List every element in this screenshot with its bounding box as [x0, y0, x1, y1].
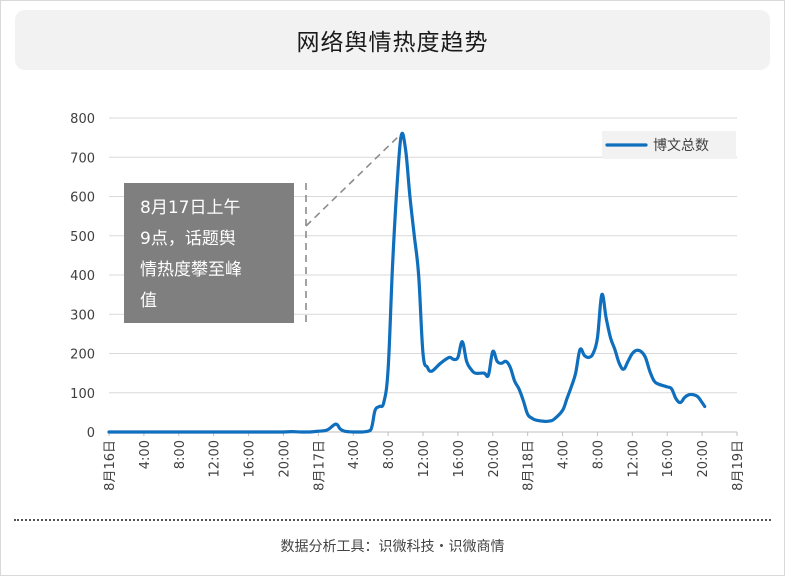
annotation-text: 8月17日上午	[140, 198, 240, 218]
y-tick-label: 600	[70, 191, 95, 206]
y-tick-label: 700	[70, 151, 95, 166]
y-tick-label: 500	[70, 230, 95, 245]
legend-label: 博文总数	[653, 137, 709, 154]
annotation-text: 9点，话题舆	[140, 229, 236, 249]
footer-divider	[14, 519, 771, 521]
x-tick-label: 16:00	[661, 440, 676, 477]
y-tick-label: 200	[70, 348, 95, 363]
annotation-text: 值	[140, 291, 157, 311]
chart-title: 网络舆情热度趋势	[296, 30, 489, 56]
x-tick-label: 4:00	[557, 440, 572, 469]
line-chart: 0 100 200 300 400 500 600 700 800 8月16日 4:00 8:00 12…	[70, 112, 746, 491]
x-tick-label: 8月16日	[103, 440, 118, 491]
title-box: 网络舆情热度趋势	[15, 10, 770, 70]
x-tick-label: 8:00	[382, 440, 397, 469]
annotation-box	[124, 183, 294, 323]
x-tick-label: 16:00	[243, 440, 258, 477]
x-tick-label: 8月17日	[312, 440, 327, 491]
x-tick-label: 16:00	[452, 440, 467, 477]
x-tick-label: 20:00	[696, 440, 711, 477]
x-tick-label: 4:00	[347, 440, 362, 469]
x-tick-label: 8月18日	[522, 440, 537, 491]
y-tick-label: 100	[70, 387, 95, 402]
x-tick-label: 20:00	[277, 440, 292, 477]
source-text: 数据分析工具：识微科技・识微商情	[280, 539, 505, 555]
x-tick-label: 8月19日	[731, 440, 746, 491]
x-tick-label: 12:00	[208, 440, 223, 477]
x-tick-label: 4:00	[138, 440, 153, 469]
x-tick-label: 12:00	[626, 440, 641, 477]
x-tick-label: 12:00	[417, 440, 432, 477]
x-tick-label: 8:00	[173, 440, 188, 469]
x-tick-label: 20:00	[487, 440, 502, 477]
y-tick-label: 0	[87, 426, 95, 441]
annotation-dashed-pointer	[305, 137, 398, 227]
series-line	[107, 131, 707, 434]
y-tick-label: 300	[70, 308, 95, 323]
y-tick-label: 400	[70, 269, 95, 284]
x-tick-label: 8:00	[591, 440, 606, 469]
annotation-text: 情热度攀至峰	[140, 260, 242, 280]
y-tick-label: 800	[70, 112, 95, 127]
